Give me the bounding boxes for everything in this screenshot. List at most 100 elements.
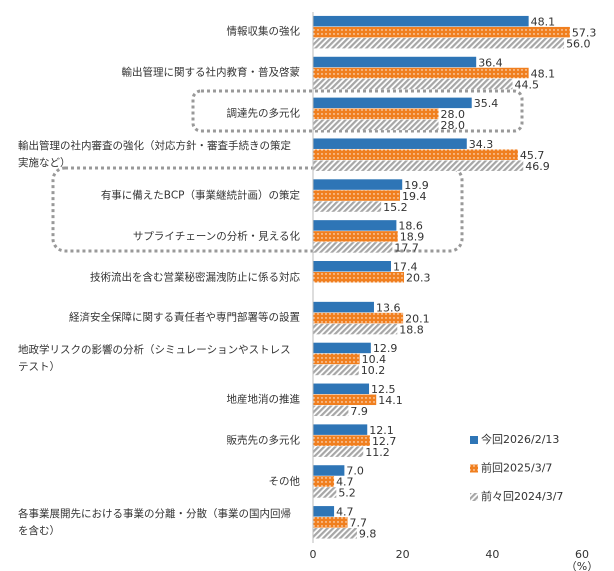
category-label: 輸出管理の社内審査の強化（対応方針・審査手続きの策定実施など） [18,138,300,172]
category-label: 各事業展開先における事業の分離・分散（事業の国内回帰を含む） [18,506,300,540]
value-label: 7.0 [346,465,364,478]
value-label: 10.4 [362,353,387,366]
value-label: 28.0 [441,108,466,121]
bar [313,149,518,160]
bar [313,231,398,242]
x-unit: （%） [566,560,598,571]
bar [313,179,403,190]
value-label: 35.4 [474,97,499,110]
bar [313,301,374,313]
bar [313,424,368,435]
category-label: 調達先の多元化 [18,106,301,123]
x-tick-label: 60 [575,548,589,561]
bar [313,78,513,90]
category-label: 輸出管理に関する社内教育・普及啓蒙 [18,65,301,82]
value-label: 12.7 [372,435,397,448]
value-label: 46.9 [525,160,550,173]
bar [313,108,439,120]
value-label: 56.0 [566,37,591,50]
value-label: 18.9 [400,231,425,244]
value-label: 17.4 [393,261,418,274]
bar [313,119,439,131]
bar [313,323,398,335]
bar [313,67,529,79]
bar [313,312,404,324]
value-label: 12.1 [369,424,394,437]
value-label: 45.7 [520,149,545,162]
value-label: 11.2 [365,446,390,459]
category-label: 技術流出を含む営業秘密漏洩防止に係る対応 [18,269,300,286]
bar [313,487,337,498]
bar [313,160,524,171]
bar [313,405,349,417]
value-label: 28.0 [441,119,466,132]
category-label: 経済安全保障に関する責任者や専門部署等の設置 [18,310,300,327]
bar [313,364,359,376]
bar [313,201,382,212]
category-label: 情報収集の強化 [18,24,301,41]
value-label: 15.2 [383,201,408,214]
category-label: その他 [18,473,301,490]
bar [313,446,364,457]
category-text: 地産地消の推進 [226,393,301,406]
category-text: その他 [268,475,301,488]
value-label: 34.3 [469,138,494,151]
x-tick-label: 20 [396,548,410,561]
bar [313,97,472,109]
bar [313,15,529,27]
value-label: 48.1 [531,15,556,28]
value-label: 14.1 [378,394,403,407]
bar [313,242,393,253]
value-label: 17.7 [394,242,419,255]
category-label: 地政学リスクの影響の分析（シミュレーションやストレステスト） [18,342,300,376]
bar [313,528,357,539]
bar [313,37,565,49]
value-label: 10.2 [361,364,386,377]
value-label: 4.7 [336,506,354,519]
highlight-box [51,166,464,253]
category-label: 地産地消の推進 [18,392,301,409]
legend-label: 今回2026/2/13 [481,432,559,446]
value-label: 19.9 [404,179,429,192]
bar [313,342,371,354]
x-tick-label: 40 [485,548,499,561]
category-label: 有事に備えたBCP（事業継続計画）の策定 [18,187,300,204]
legend-swatch [470,436,478,444]
value-label: 18.6 [398,220,423,233]
category-text: 輸出管理に関する社内教育・普及啓蒙 [121,66,301,79]
bar [313,272,405,283]
bar [313,26,570,38]
category-text: 地政学リスクの影響の分析（シミュレーションやストレステスト） [18,344,291,374]
category-label: 販売先の多元化 [18,432,301,449]
bar [313,353,360,365]
value-label: 18.8 [399,323,424,336]
bar [313,383,370,395]
bar [313,56,477,68]
value-label: 9.8 [359,528,377,541]
bar [313,138,467,149]
legend-swatch [470,493,478,501]
category-text: 経済安全保障に関する責任者や専門部署等の設置 [69,311,300,324]
value-label: 19.4 [402,190,427,203]
bar [313,465,345,476]
category-text: 技術流出を含む営業秘密漏洩防止に係る対応 [90,271,300,283]
bar [313,506,335,517]
category-text: 有事に備えたBCP（事業継続計画）の策定 [100,189,300,202]
value-label: 4.7 [336,476,354,489]
bar [313,261,392,272]
bar [313,190,400,201]
value-label: 13.6 [376,301,401,314]
category-text: 調達先の多元化 [226,107,301,120]
category-text: 輸出管理の社内審査の強化（対応方針・審査手続きの策定実施など） [18,139,291,169]
category-text: 販売先の多元化 [226,434,301,447]
value-label: 57.3 [572,26,597,39]
value-label: 20.1 [405,312,430,325]
category-text: 各事業展開先における事業の分離・分散（事業の国内回帰を含む） [18,507,291,537]
bar [313,476,335,487]
value-label: 7.7 [350,517,368,530]
highlight-box [191,89,524,133]
legend-label: 前々回2024/3/7 [481,489,563,503]
bar [313,517,348,528]
